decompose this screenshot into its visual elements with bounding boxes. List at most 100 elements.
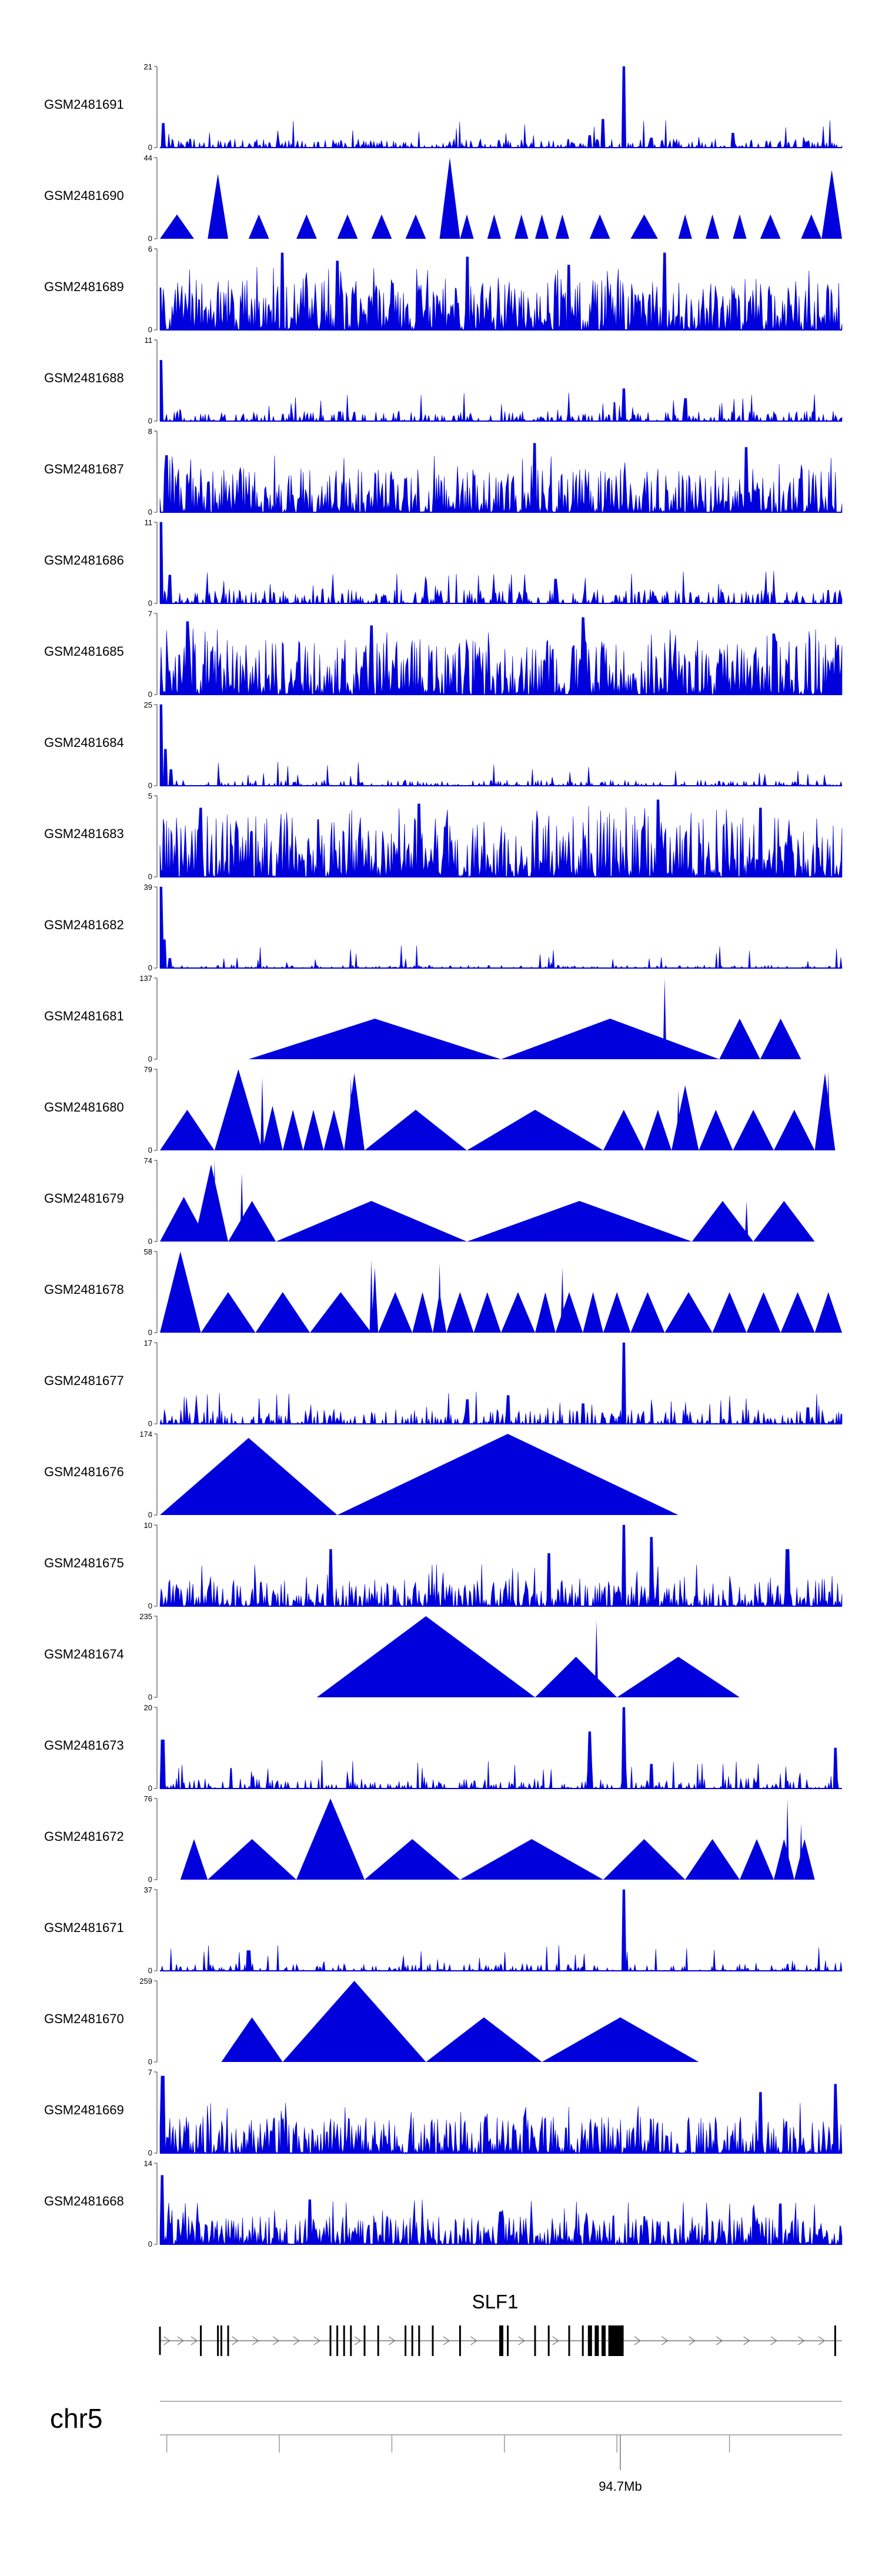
track-GSM2481675: GSM2481675 10 0 bbox=[44, 1521, 843, 1610]
track-GSM2481679: GSM2481679 74 0 bbox=[44, 1156, 815, 1246]
coverage-area bbox=[159, 617, 843, 696]
coverage-spike bbox=[349, 1077, 353, 1150]
y-min-label: 0 bbox=[148, 1146, 152, 1154]
coverage-peak bbox=[746, 1292, 781, 1333]
track-label: GSM2481675 bbox=[44, 1556, 124, 1570]
coverage-peak bbox=[262, 1106, 283, 1150]
coverage-area bbox=[159, 2076, 843, 2154]
strand-arrow bbox=[293, 2336, 300, 2345]
coverage-peak bbox=[405, 214, 426, 239]
genomic-axis: chr5 94.7Mb bbox=[50, 2401, 842, 2494]
coverage-peak bbox=[760, 214, 781, 239]
coverage-peak bbox=[214, 1069, 262, 1150]
coverage-spike bbox=[260, 1077, 264, 1150]
strand-arrow bbox=[770, 2336, 778, 2345]
track-GSM2481669: GSM2481669 7 0 bbox=[44, 2068, 843, 2157]
coding-exon bbox=[587, 2325, 592, 2356]
track-label: GSM2481669 bbox=[44, 2103, 124, 2117]
y-max-label: 21 bbox=[144, 62, 152, 71]
strand-arrow bbox=[716, 2336, 723, 2345]
strand-arrow bbox=[689, 2336, 696, 2345]
coverage-peak bbox=[589, 214, 610, 239]
coverage-area bbox=[159, 799, 843, 878]
strand-arrow bbox=[177, 2336, 184, 2345]
exon bbox=[377, 2325, 379, 2356]
coverage-peak bbox=[603, 1110, 644, 1150]
track-label: GSM2481690 bbox=[44, 188, 124, 203]
strand-arrow bbox=[443, 2336, 450, 2345]
exon bbox=[343, 2325, 345, 2356]
coverage-area bbox=[159, 522, 843, 605]
y-max-label: 10 bbox=[144, 1521, 152, 1530]
coverage-peak bbox=[719, 1019, 760, 1059]
track-GSM2481684: GSM2481684 25 0 bbox=[44, 700, 843, 790]
track-label: GSM2481677 bbox=[44, 1373, 124, 1388]
coverage-peak bbox=[337, 214, 358, 239]
track-label: GSM2481686 bbox=[44, 553, 124, 568]
coverage-area bbox=[159, 1342, 843, 1425]
y-min-label: 0 bbox=[148, 234, 152, 243]
track-label: GSM2481671 bbox=[44, 1920, 124, 1935]
y-max-label: 6 bbox=[148, 245, 152, 253]
track-GSM2481674: GSM2481674 235 0 bbox=[44, 1612, 740, 1701]
strand-arrow bbox=[662, 2336, 669, 2345]
coverage-area bbox=[159, 1707, 842, 1790]
coverage-area bbox=[159, 2175, 843, 2245]
coverage-peak bbox=[316, 1616, 535, 1697]
exon bbox=[582, 2325, 584, 2356]
coverage-area bbox=[159, 704, 843, 787]
track-label: GSM2481679 bbox=[44, 1191, 124, 1206]
y-min-label: 0 bbox=[148, 416, 152, 425]
track-label: GSM2481673 bbox=[44, 1738, 124, 1753]
y-min-label: 0 bbox=[148, 325, 152, 334]
exon bbox=[217, 2325, 219, 2356]
coverage-peak bbox=[426, 2017, 542, 2062]
coverage-spike bbox=[786, 1798, 790, 1880]
coverage-spike bbox=[212, 1160, 216, 1242]
coverage-peak bbox=[208, 173, 228, 239]
strand-arrow bbox=[272, 2336, 280, 2345]
coverage-peak bbox=[671, 1085, 699, 1150]
y-max-label: 235 bbox=[139, 1612, 152, 1621]
track-GSM2481676: GSM2481676 174 0 bbox=[44, 1430, 679, 1519]
coverage-peak bbox=[208, 1839, 296, 1880]
strand-arrow bbox=[634, 2336, 642, 2345]
coverage-peak bbox=[337, 1434, 679, 1515]
coverage-peak bbox=[514, 214, 529, 239]
coverage-peak bbox=[323, 1110, 345, 1150]
coverage-peak bbox=[603, 1292, 631, 1333]
track-label: GSM2481674 bbox=[44, 1647, 124, 1661]
coverage-peak bbox=[460, 214, 474, 239]
track-GSM2481683: GSM2481683 5 0 bbox=[44, 792, 843, 881]
coverage-area bbox=[159, 886, 843, 969]
track-GSM2481671: GSM2481671 37 0 bbox=[44, 1886, 843, 1975]
coverage-peak bbox=[753, 1201, 815, 1242]
coverage-spike bbox=[663, 978, 667, 1059]
strand-arrow bbox=[552, 2336, 559, 2345]
coverage-peak bbox=[160, 1437, 338, 1515]
y-min-label: 0 bbox=[148, 2057, 152, 2066]
coverage-peak bbox=[542, 2017, 699, 2062]
y-min-label: 0 bbox=[148, 1875, 152, 1884]
track-label: GSM2481670 bbox=[44, 2011, 124, 2026]
coverage-peak bbox=[603, 1839, 686, 1880]
coverage-area bbox=[159, 360, 843, 422]
strand-arrow bbox=[798, 2336, 805, 2345]
axis-tick-label: 94.7Mb bbox=[599, 2479, 642, 2494]
coding-exon bbox=[594, 2325, 599, 2356]
y-max-label: 44 bbox=[144, 154, 152, 162]
coverage-peak bbox=[365, 1110, 467, 1150]
exon bbox=[507, 2325, 509, 2356]
track-GSM2481682: GSM2481682 39 0 bbox=[44, 883, 843, 972]
coverage-peak bbox=[740, 1839, 774, 1880]
y-max-label: 58 bbox=[144, 1247, 152, 1256]
track-GSM2481670: GSM2481670 259 0 bbox=[44, 1977, 699, 2066]
coverage-peak bbox=[733, 1110, 774, 1150]
coverage-peak bbox=[248, 214, 269, 239]
track-label: GSM2481681 bbox=[44, 1009, 124, 1023]
coverage-spike bbox=[240, 1172, 244, 1242]
coverage-peak bbox=[706, 214, 720, 239]
coverage-peak bbox=[691, 1201, 754, 1242]
coding-exon bbox=[602, 2325, 606, 2356]
coverage-area bbox=[160, 1889, 843, 1972]
